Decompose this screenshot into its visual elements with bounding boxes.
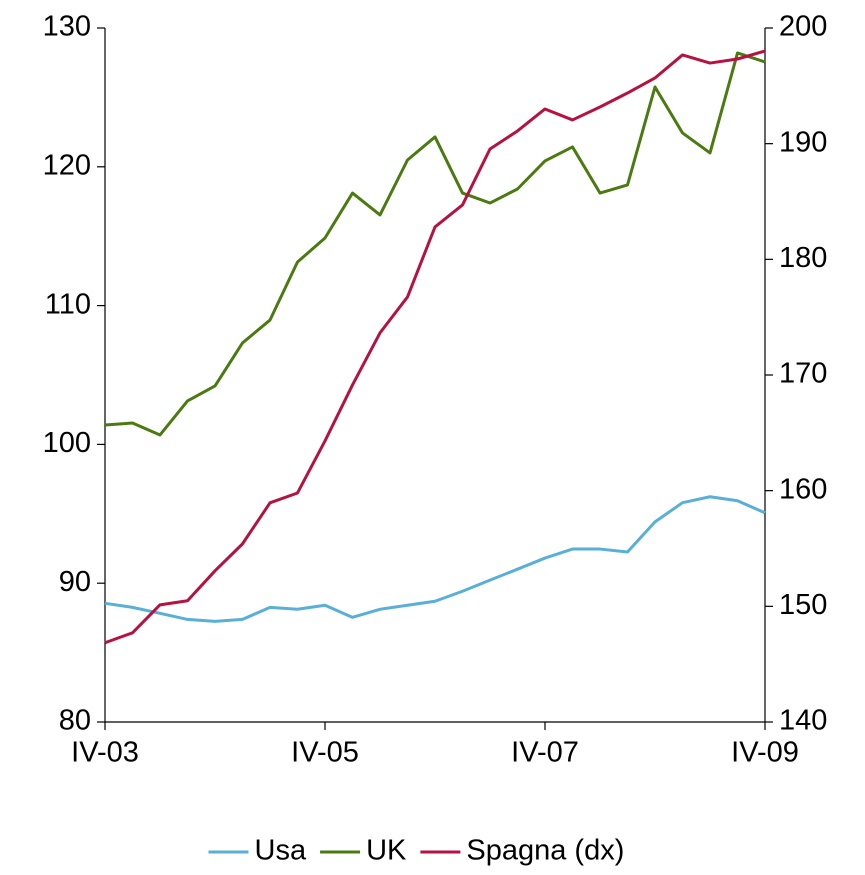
legend-label: Spagna (dx) [466,835,624,867]
y-tick-label: 130 [43,11,91,43]
series-line [104,495,766,623]
y-tick-label: 90 [59,566,91,598]
y2-tick-label: 190 [779,126,827,158]
series-line [104,49,766,645]
y2-tick-label: 170 [779,358,827,390]
y-tick-label: 100 [43,427,91,459]
y2-tick-label: 140 [779,705,827,737]
x-tick-label: IV-07 [511,737,579,769]
x-tick-label: IV-05 [291,737,359,769]
y2-tick-label: 200 [779,11,827,43]
x-tick-label: IV-09 [731,737,799,769]
legend-label: UK [366,835,407,867]
y-tick-label: 110 [45,288,91,320]
y-tick-label: 120 [43,149,91,181]
legend-label: Usa [255,835,307,867]
y2-tick-label: 180 [779,242,827,274]
y-tick-label: 80 [59,705,91,737]
series-line [104,51,766,437]
x-tick-label: IV-03 [71,737,139,769]
y2-tick-label: 160 [779,473,827,505]
y2-tick-label: 150 [779,589,827,621]
